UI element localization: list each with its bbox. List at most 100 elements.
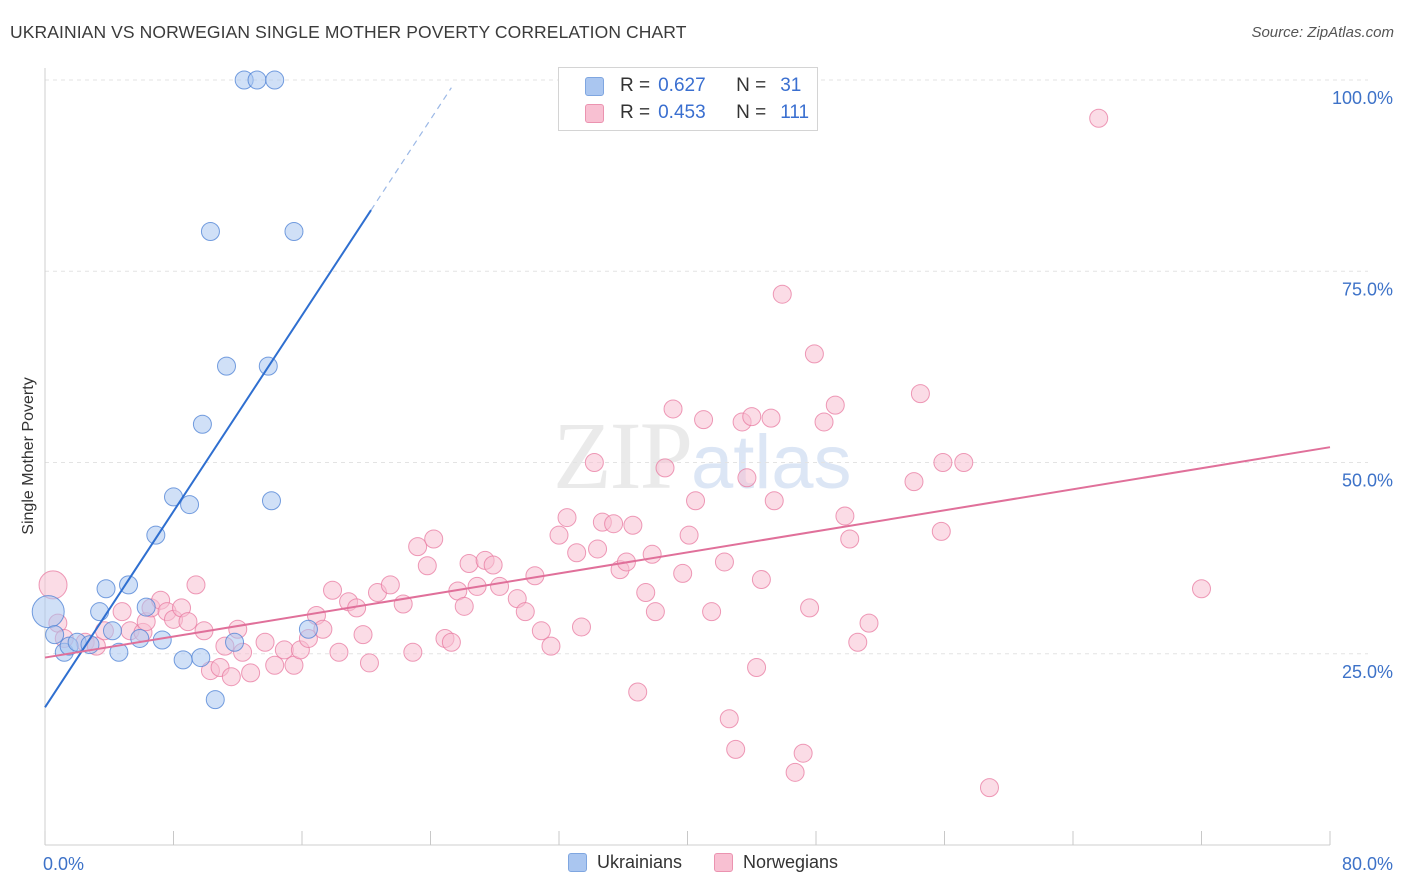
- source-label: Source: ZipAtlas.com: [1251, 24, 1394, 41]
- point-norwegians: [178, 612, 198, 632]
- series-name-norwegians: Norwegians: [743, 852, 839, 872]
- trendline-norwegians: [44, 446, 1331, 659]
- point-norwegians: [255, 632, 275, 652]
- legend-n-value: 31: [780, 75, 802, 96]
- point-ukrainians: [265, 70, 285, 90]
- point-norwegians: [726, 739, 746, 759]
- point-norwegians: [359, 653, 379, 673]
- y-tick-label: 25.0%: [1342, 662, 1393, 682]
- point-norwegians: [793, 743, 813, 763]
- point-norwegians: [848, 632, 868, 652]
- point-norwegians: [38, 570, 68, 600]
- point-norwegians: [403, 642, 423, 662]
- series-legend-norwegians: Norwegians: [714, 852, 838, 873]
- y-tick-label: 50.0%: [1342, 471, 1393, 491]
- point-norwegians: [772, 284, 792, 304]
- point-norwegians: [1089, 108, 1109, 128]
- point-norwegians: [804, 344, 824, 364]
- trendline-ukrainians: [44, 209, 372, 708]
- chart-title: UKRAINIAN VS NORWEGIAN SINGLE MOTHER POV…: [10, 22, 687, 42]
- legend-row-ukrainians: R = 0.627 N = 31: [585, 73, 801, 99]
- point-ukrainians: [247, 70, 267, 90]
- point-norwegians: [636, 583, 656, 603]
- point-ukrainians: [119, 575, 139, 595]
- point-norwegians: [584, 453, 604, 472]
- point-ukrainians: [200, 221, 220, 241]
- point-ukrainians: [298, 619, 318, 639]
- point-norwegians: [557, 508, 577, 528]
- point-norwegians: [459, 553, 479, 573]
- point-norwegians: [835, 506, 855, 526]
- y-tick-label: 75.0%: [1342, 279, 1393, 299]
- point-ukrainians: [192, 414, 212, 434]
- point-norwegians: [655, 458, 675, 478]
- point-norwegians: [904, 472, 924, 492]
- point-norwegians: [515, 602, 535, 622]
- point-norwegians: [541, 636, 561, 656]
- point-norwegians: [265, 655, 285, 675]
- point-norwegians: [454, 596, 474, 616]
- legend-n-value: 111: [780, 102, 810, 123]
- point-norwegians: [825, 395, 845, 415]
- point-ukrainians: [261, 491, 281, 511]
- legend-n-label: N =: [736, 75, 767, 96]
- point-norwegians: [417, 556, 437, 576]
- point-ukrainians: [130, 628, 150, 648]
- legend-r-value: 0.453: [658, 102, 706, 123]
- x-tick-label: 80.0%: [1342, 854, 1393, 874]
- point-norwegians: [751, 570, 771, 590]
- point-norwegians: [1192, 579, 1211, 599]
- point-norwegians: [785, 762, 805, 782]
- legend: R = 0.627 N = 31 R = 0.453 N = 111: [558, 67, 818, 131]
- point-norwegians: [645, 602, 665, 622]
- point-norwegians: [241, 663, 261, 683]
- point-norwegians: [483, 555, 503, 575]
- point-norwegians: [910, 384, 930, 404]
- point-ukrainians: [225, 632, 245, 652]
- point-norwegians: [353, 625, 373, 645]
- point-norwegians: [714, 552, 734, 572]
- point-norwegians: [859, 613, 879, 633]
- point-norwegians: [112, 602, 132, 622]
- point-ukrainians: [45, 625, 65, 645]
- point-norwegians: [663, 399, 683, 419]
- point-norwegians: [702, 602, 722, 622]
- point-norwegians: [954, 453, 974, 472]
- point-norwegians: [814, 412, 834, 432]
- point-ukrainians: [173, 650, 193, 670]
- point-norwegians: [186, 575, 206, 595]
- point-ukrainians: [96, 579, 116, 599]
- series-legend-ukrainians: Ukrainians: [567, 852, 682, 873]
- point-norwegians: [933, 453, 953, 472]
- point-ukrainians: [136, 597, 156, 617]
- point-norwegians: [571, 617, 591, 637]
- point-norwegians: [742, 407, 762, 427]
- point-norwegians: [719, 709, 739, 729]
- legend-r-label: R =: [620, 102, 651, 123]
- point-norwegians: [408, 537, 428, 557]
- point-norwegians: [323, 580, 343, 600]
- legend-row-norwegians: R = 0.453 N = 111: [585, 100, 809, 126]
- legend-swatch-ukrainians: [585, 76, 604, 96]
- watermark-zip: ZIP: [553, 402, 693, 509]
- point-norwegians: [673, 563, 693, 583]
- point-norwegians: [329, 642, 349, 662]
- y-tick-label: 100.0%: [1332, 88, 1393, 108]
- point-norwegians: [221, 667, 241, 687]
- point-norwegians: [694, 410, 714, 430]
- point-norwegians: [588, 539, 608, 559]
- point-ukrainians: [191, 648, 211, 668]
- point-norwegians: [737, 468, 757, 488]
- legend-r-label: R =: [620, 75, 651, 96]
- point-ukrainians: [205, 690, 225, 710]
- point-norwegians: [840, 529, 860, 549]
- point-ukrainians: [217, 356, 237, 376]
- point-norwegians: [642, 544, 662, 564]
- legend-n-label: N =: [736, 102, 767, 123]
- point-norwegians: [549, 525, 569, 545]
- series-swatch-norwegians: [714, 853, 733, 872]
- series-swatch-ukrainians: [567, 853, 587, 872]
- point-norwegians: [679, 525, 699, 545]
- point-ukrainians: [102, 621, 122, 641]
- point-norwegians: [604, 514, 624, 534]
